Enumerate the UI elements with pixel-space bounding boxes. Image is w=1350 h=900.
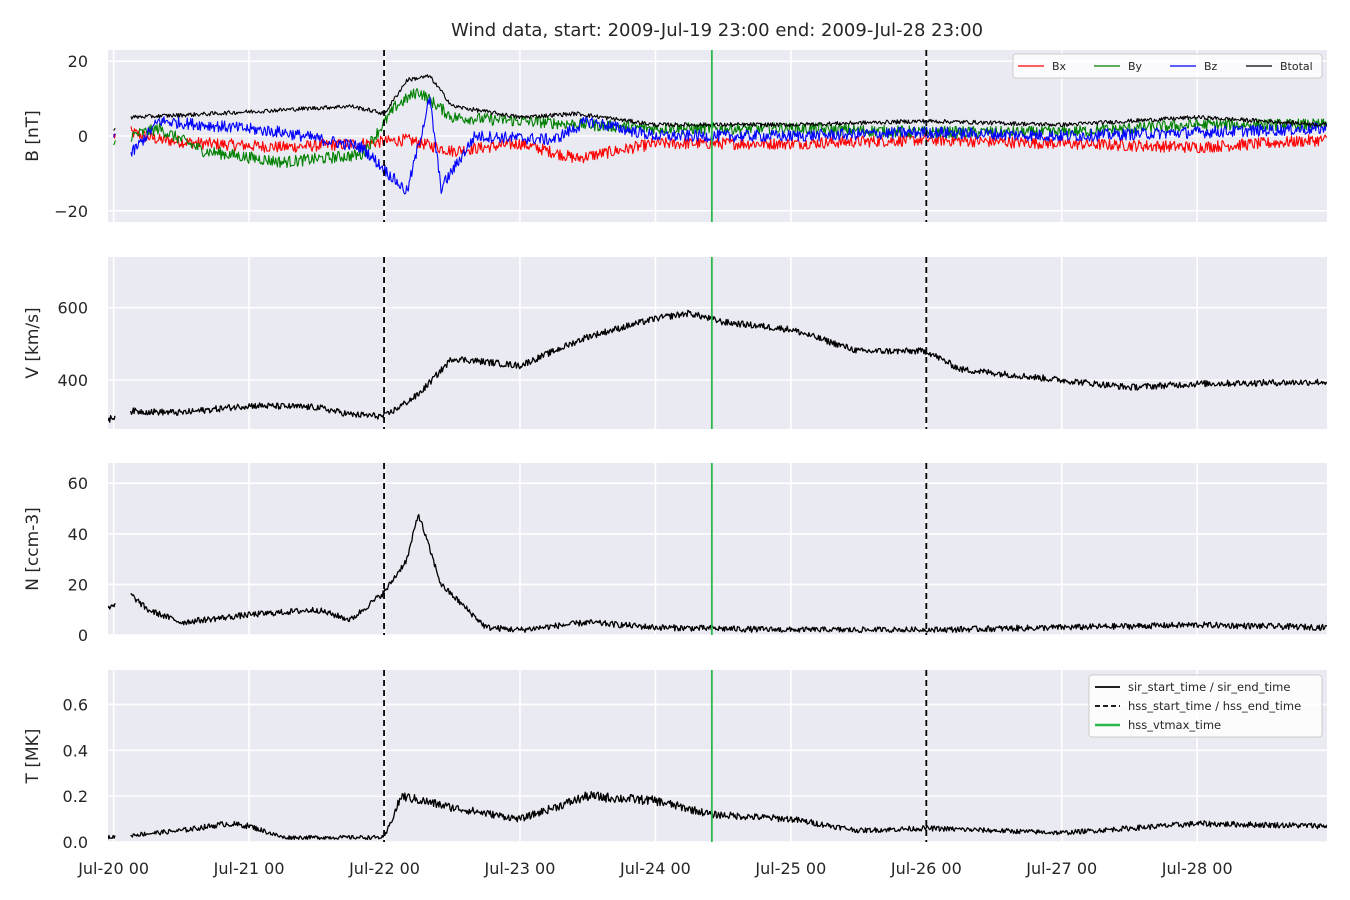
legend-label: Btotal: [1280, 60, 1313, 73]
legend-b: Bx By Bz Btotal: [1012, 53, 1323, 79]
legend-label: sir_start_time / sir_end_time: [1128, 680, 1290, 694]
y-tick-label: 40: [68, 525, 88, 544]
series-line: [108, 513, 1327, 634]
legend-label: hss_start_time / hss_end_time: [1128, 699, 1301, 713]
x-tick-label: Jul-26 00: [890, 859, 962, 878]
legend-box: [1012, 53, 1323, 79]
panels: −20 0 20 B [nT] 400 600 V [km/s] 0 20 40 60 N [ccm-…: [23, 50, 1327, 878]
x-tick-label: Jul-28 00: [1161, 859, 1233, 878]
legend-label: Bx: [1052, 60, 1067, 73]
panel-2: 400 600 V [km/s]: [23, 257, 1327, 429]
y-tick-label: 400: [57, 371, 88, 390]
panel-1: −20 0 20 B [nT]: [23, 50, 1327, 222]
y-tick-label: 0: [78, 626, 88, 645]
legend-label: Bz: [1204, 60, 1218, 73]
series-line-by: [113, 88, 1327, 169]
y-tick-label: 20: [68, 575, 88, 594]
panel-background: [108, 257, 1327, 429]
x-tick-label: Jul-24 00: [619, 859, 691, 878]
x-tick-label: Jul-25 00: [754, 859, 826, 878]
legend-t: sir_start_time / sir_end_time hss_start_t…: [1088, 674, 1323, 738]
x-tick-label: Jul-27 00: [1025, 859, 1097, 878]
series-group: [113, 74, 1327, 195]
y-axis-label: V [km/s]: [23, 307, 43, 378]
chart-title: Wind data, start: 2009-Jul-19 23:00 end:…: [451, 20, 983, 41]
x-tick-label: Jul-23 00: [484, 859, 556, 878]
y-tick-label: 0.2: [63, 787, 88, 806]
series-group: [108, 513, 1327, 634]
x-tick-label: Jul-20 00: [77, 859, 149, 878]
y-tick-label: 0: [78, 127, 88, 146]
series-line: [108, 309, 1327, 423]
y-tick-label: 60: [68, 474, 88, 493]
x-tick-label: Jul-21 00: [213, 859, 285, 878]
series-line-btotal: [113, 74, 1327, 131]
y-tick-label: −20: [54, 202, 88, 221]
y-axis-label: B [nT]: [23, 110, 43, 162]
series-line-bz: [113, 96, 1327, 195]
series-group: [108, 309, 1327, 423]
legend-label: By: [1128, 60, 1143, 73]
legend-label: hss_vtmax_time: [1128, 718, 1221, 732]
y-tick-label: 0.0: [63, 833, 88, 852]
series-line: [108, 791, 1327, 841]
y-axis-label: N [ccm-3]: [23, 507, 43, 591]
x-tick-label: Jul-22 00: [348, 859, 420, 878]
series-group: [108, 791, 1327, 841]
y-tick-label: 0.4: [63, 741, 88, 760]
y-tick-label: 20: [68, 52, 88, 71]
panel-background: [108, 463, 1327, 635]
legend-box: [1088, 674, 1323, 738]
y-axis-label: T [MK]: [23, 729, 43, 785]
y-tick-label: 600: [57, 299, 88, 318]
panel-3: 0 20 40 60 N [ccm-3]: [23, 463, 1327, 645]
y-tick-label: 0.6: [63, 695, 88, 714]
